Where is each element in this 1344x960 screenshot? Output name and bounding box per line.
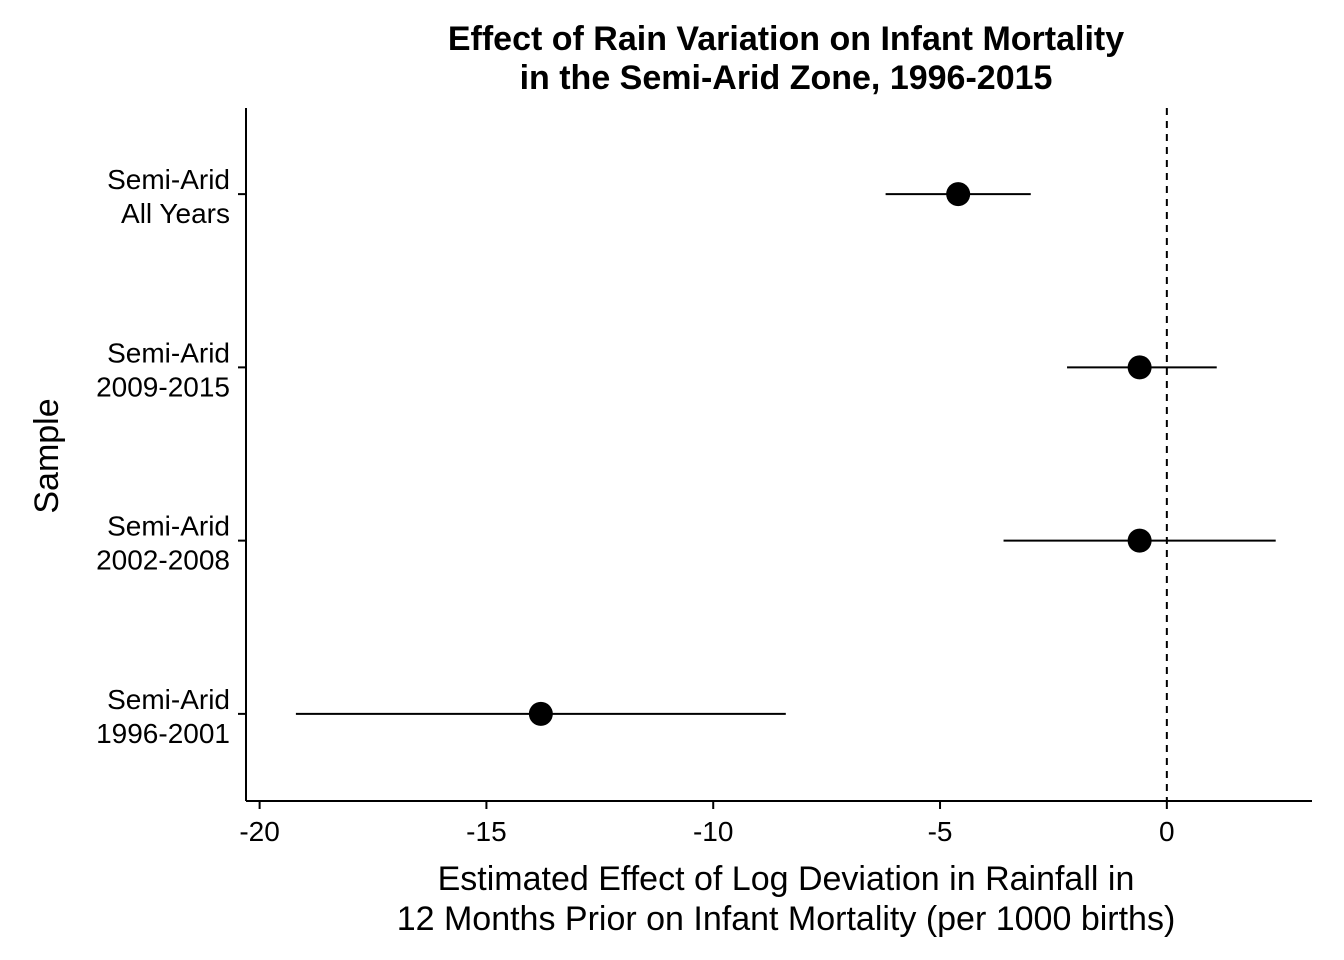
x-tick-label: -15 — [466, 816, 506, 847]
x-tick-label: 0 — [1159, 816, 1175, 847]
y-tick-label: Semi-Arid All Years — [107, 164, 230, 229]
point-estimate — [528, 701, 553, 726]
x-tick-label: -5 — [928, 816, 953, 847]
point-estimate — [946, 182, 971, 207]
x-axis-label: Estimated Effect of Log Deviation in Rai… — [397, 860, 1176, 938]
y-axis-label: Sample — [28, 398, 66, 513]
chart-title-line-2: in the Semi-Arid Zone, 1996-2015 — [520, 59, 1053, 97]
x-axis-label-line-2: 12 Months Prior on Infant Mortality (per… — [397, 900, 1176, 938]
y-axis-ticks: Semi-Arid All Years Semi-Arid 2009-2015 Semi… — [96, 164, 246, 749]
x-axis-ticks: -20 -15 -10 -5 0 — [239, 801, 1175, 847]
point-estimate — [1127, 528, 1152, 553]
y-tick-label: Semi-Arid 2009-2015 — [96, 337, 230, 402]
x-tick-label: -20 — [239, 816, 279, 847]
axes — [245, 108, 1312, 802]
point-estimate — [1127, 355, 1152, 380]
y-tick-label: Semi-Arid 2002-2008 — [96, 511, 230, 576]
chart-title: Effect of Rain Variation on Infant Morta… — [448, 20, 1124, 97]
data-marks — [295, 182, 1276, 726]
y-tick-label: Semi-Arid 1996-2001 — [96, 684, 230, 749]
x-tick-label: -10 — [693, 816, 733, 847]
x-axis-label-line-1: Estimated Effect of Log Deviation in Rai… — [438, 860, 1135, 898]
chart-title-line-1: Effect of Rain Variation on Infant Morta… — [448, 20, 1124, 58]
